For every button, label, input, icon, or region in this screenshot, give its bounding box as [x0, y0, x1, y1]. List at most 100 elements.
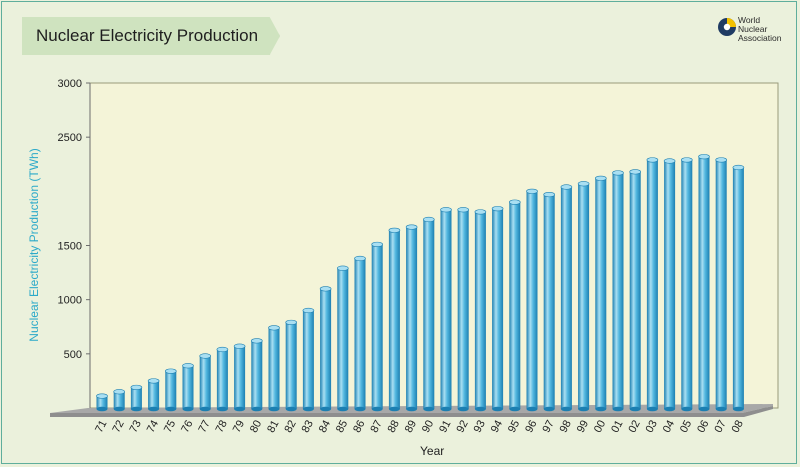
y-tick-label: 3000 [58, 78, 82, 90]
bar-97 [543, 191, 556, 412]
bar-top [113, 389, 125, 395]
bar-body [646, 159, 658, 409]
bar-top [388, 227, 401, 233]
bar-02 [629, 169, 642, 412]
bar-top [474, 209, 487, 215]
bar-07 [715, 157, 728, 412]
bar-body [457, 209, 469, 409]
bar-base [423, 406, 435, 412]
bar-base [388, 406, 400, 412]
bar-body [130, 387, 142, 409]
bar-base [578, 406, 590, 412]
bar-base [509, 406, 521, 412]
bar-base [698, 406, 710, 412]
bar-73 [130, 384, 143, 412]
bar-88 [388, 227, 401, 412]
bar-top [268, 325, 280, 331]
x-tick-label: 84 [317, 418, 333, 434]
bar-03 [646, 157, 659, 412]
bar-72 [113, 389, 125, 412]
x-tick-label: 93 [472, 418, 488, 434]
bar-base [406, 406, 418, 412]
bar-body [199, 356, 211, 409]
x-tick-label: 87 [368, 418, 384, 434]
bar-96 [526, 188, 538, 412]
bar-75 [165, 368, 177, 412]
bar-body [148, 380, 160, 409]
bar-body [406, 227, 418, 409]
x-tick-label: 77 [196, 418, 212, 434]
logo-line-2: Nuclear [738, 24, 768, 34]
bar-top [336, 265, 349, 271]
bar-91 [440, 207, 452, 412]
bar-body [285, 322, 297, 409]
bar-04 [663, 158, 676, 412]
bar-81 [268, 325, 280, 412]
bar-base [440, 406, 452, 412]
bar-top [698, 154, 710, 160]
x-tick-label: 99 [575, 418, 591, 434]
bar-80 [250, 338, 263, 412]
x-tick-label: 95 [506, 418, 522, 434]
bar-body [354, 258, 366, 409]
bar-top [182, 363, 194, 369]
bar-base [130, 406, 142, 412]
x-tick-label: 98 [558, 418, 574, 434]
bar-top [250, 338, 263, 344]
bar-top [233, 343, 246, 349]
x-tick-label: 05 [678, 418, 694, 434]
bar-base [715, 406, 727, 412]
bar-body [302, 310, 314, 409]
x-tick-label: 08 [730, 418, 746, 434]
x-tick-label: 94 [489, 418, 505, 434]
bar-body [268, 327, 280, 409]
bar-body [578, 183, 590, 409]
bar-87 [371, 241, 384, 412]
x-tick-label: 97 [540, 418, 556, 434]
wna-logo-text: World Nuclear Association [738, 16, 781, 43]
bar-base [492, 406, 504, 412]
bar-body [543, 194, 555, 409]
bar-top [319, 286, 332, 292]
bar-base [320, 406, 332, 412]
x-tick-label: 80 [248, 418, 264, 434]
bar-01 [612, 170, 624, 412]
bar-body [96, 396, 108, 409]
y-tick-label: 2500 [58, 132, 82, 144]
bar-base [113, 406, 125, 412]
bar-base [354, 406, 366, 412]
bar-base [302, 406, 314, 412]
bar-00 [594, 175, 607, 412]
bar-body [440, 209, 452, 409]
bar-top [422, 216, 435, 223]
x-tick-label: 81 [265, 418, 281, 434]
bar-base [560, 406, 572, 412]
y-axis: 500 1000 1500 2500 3000 [58, 78, 91, 408]
bar-base [96, 406, 108, 412]
x-tick-label: 73 [128, 418, 144, 434]
bar-base [268, 406, 280, 412]
bar-base [681, 406, 693, 412]
bar-base [234, 406, 246, 412]
x-tick-label: 89 [403, 418, 419, 434]
bar-body [165, 371, 177, 409]
bar-top [199, 353, 211, 359]
bar-76 [182, 363, 194, 412]
bar-body [526, 191, 538, 409]
bar-89 [405, 224, 418, 412]
bar-top [732, 164, 745, 171]
bar-77 [199, 353, 211, 412]
bar-top [147, 378, 160, 384]
bar-body [320, 288, 332, 409]
bar-base [216, 406, 228, 412]
bar-94 [491, 206, 504, 412]
bar-top [302, 307, 315, 314]
x-tick-label: 78 [214, 418, 230, 434]
bar-base [543, 406, 555, 412]
bar-body [251, 340, 263, 409]
bar-99 [577, 181, 590, 412]
bar-top [577, 181, 590, 187]
y-axis-label: Nuclear Electricity Production (TWh) [27, 148, 41, 342]
bar-top [612, 170, 624, 176]
bar-79 [233, 343, 246, 412]
